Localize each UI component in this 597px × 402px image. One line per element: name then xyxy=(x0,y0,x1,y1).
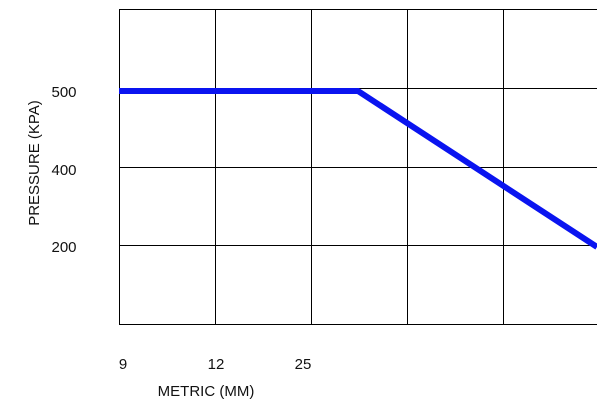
x-axis-title: METRIC (MM) xyxy=(158,383,255,400)
grid xyxy=(119,9,597,325)
x-tick-label: 9 xyxy=(119,356,127,373)
y-tick-label: 500 xyxy=(51,84,76,101)
pressure-series-line xyxy=(119,88,597,250)
y-tick-label: 400 xyxy=(51,162,76,179)
y-axis-title: PRESSURE (KPA) xyxy=(26,100,43,226)
y-tick-label: 200 xyxy=(51,239,76,256)
x-tick-label: 12 xyxy=(208,356,225,373)
x-tick-label: 25 xyxy=(295,356,312,373)
